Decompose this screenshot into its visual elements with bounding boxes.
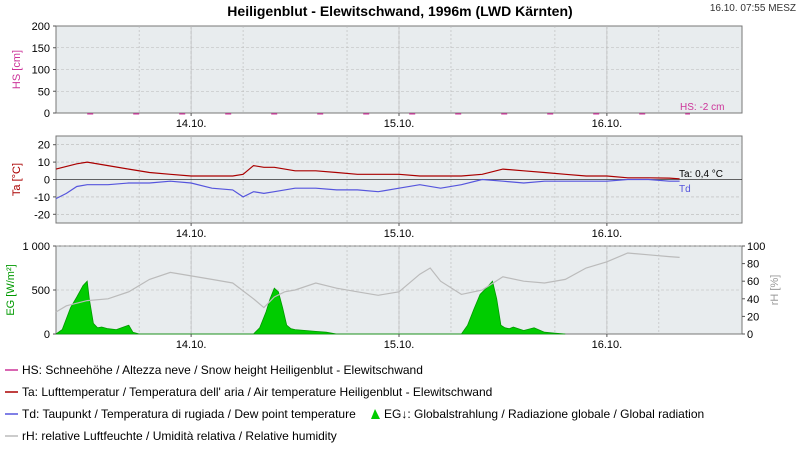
temp-ytick-label-left-3: -10 [34,192,50,204]
rad-ytick-label-left-1: 500 [32,285,50,297]
temp-xtick-label-0: 14.10. [176,228,207,240]
air-temperature-line [55,161,680,180]
snow-xtick-label-2: 16.10. [592,118,623,130]
temp-ytick-label-left-0: 20 [38,140,50,152]
rad-ytick-label-right-5: 0 [747,329,753,341]
temp-ytick-label-left-4: -20 [34,209,50,221]
legend: HS: Schneehöhe / Altezza neve / Snow hei… [5,363,704,443]
rad-ytick-label-right-0: 100 [747,241,765,253]
snow-ytick-label-left-4: 200 [32,21,50,33]
temp-ytick-label-left-2: 0 [44,175,50,187]
dew-point-value-label: Td [679,184,691,195]
snow-xtick-label-0: 14.10. [176,118,207,130]
rad-ylabel: EG [W/m²] [5,264,17,315]
global-radiation-area [54,280,566,335]
legend-ta: Ta: Lufttemperatur / Temperatura dell' a… [22,385,492,399]
legend-td: Td: Taupunkt / Temperatura di rugiada / … [22,407,356,421]
legend-swatch-eg [371,409,380,419]
snow-ytick-label-left-0: 0 [44,108,50,120]
rad-xtick-label-1: 15.10. [384,339,415,351]
rad-xtick-label-2: 16.10. [592,339,623,351]
rad-ytick-label-right-3: 40 [747,294,759,306]
snow-ytick-label-left-1: 50 [38,86,50,98]
temp-ytick-label-left-1: 10 [38,157,50,169]
rad-ytick-label-right-4: 20 [747,311,759,323]
legend-rh: rH: relative Luftfeuchte / Umidità relat… [22,429,337,443]
rad-xtick-label-0: 14.10. [176,339,207,351]
snow-ylabel: HS [cm] [11,50,23,89]
snow-ytick-label-left-3: 150 [32,43,50,55]
rad-ytick-label-left-2: 0 [44,329,50,341]
temp-ylabel: Ta [°C] [11,163,23,196]
legend-eg: EG↓: Globalstrahlung / Radiazione global… [384,407,704,421]
rad-ytick-label-right-2: 60 [747,276,759,288]
snow-value-label: HS: -2 cm [680,102,724,113]
rad-ytick-label-right-1: 80 [747,259,759,271]
dew-point-line [55,178,680,200]
snow-ytick-label-left-2: 100 [32,65,50,77]
temp-xtick-label-1: 15.10. [384,228,415,240]
air-temperature-value-label: Ta: 0,4 °C [679,169,723,180]
rad-ylabel: rH [%] [769,275,781,306]
legend-hs: HS: Schneehöhe / Altezza neve / Snow hei… [22,363,423,377]
relative-humidity-line [55,252,680,313]
timestamp: 16.10. 07:55 MESZ [710,3,796,14]
temp-xtick-label-2: 16.10. [592,228,623,240]
chart-title: Heiligenblut - Elewitschwand, 1996m (LWD… [227,3,572,19]
rad-ytick-label-left-0: 1 000 [22,241,50,253]
snow-xtick-label-1: 15.10. [384,118,415,130]
